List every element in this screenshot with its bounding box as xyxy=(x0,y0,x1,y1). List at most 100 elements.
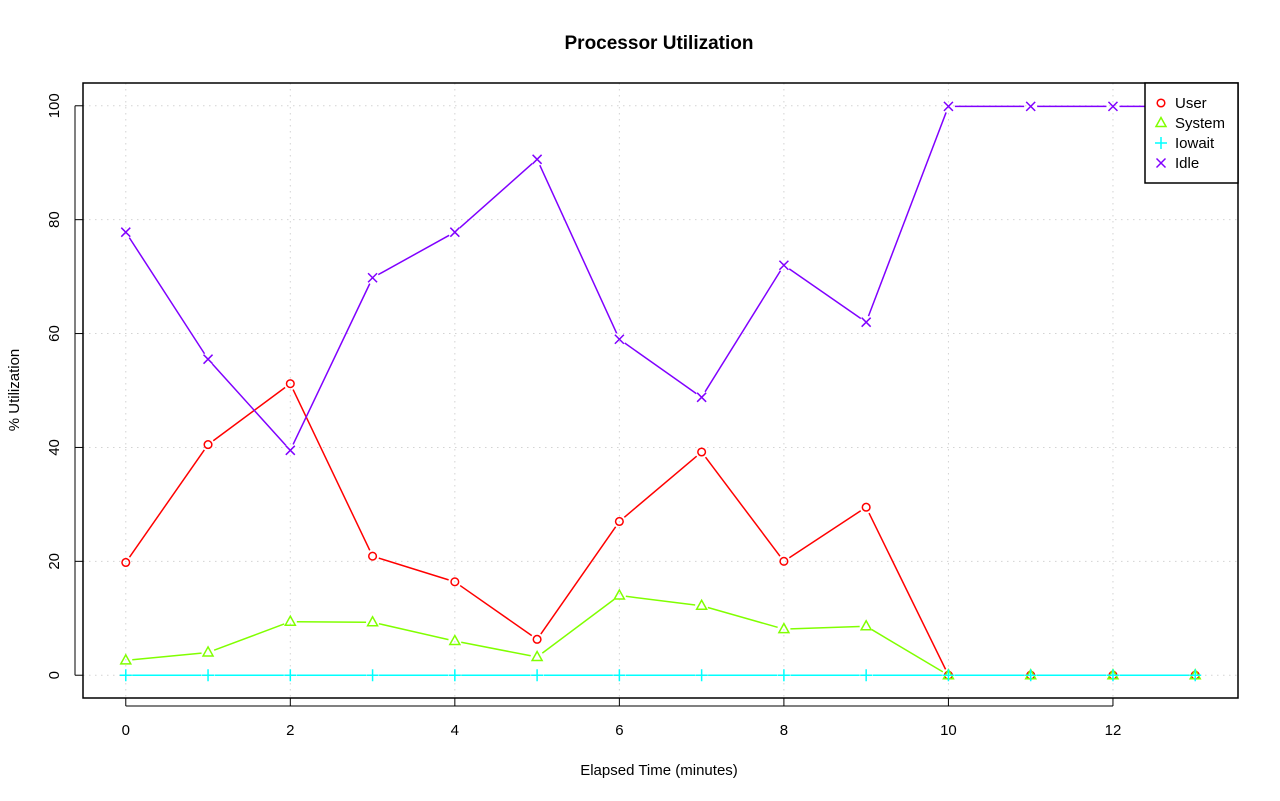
plot-frame xyxy=(82,82,1239,699)
series-segment xyxy=(704,456,781,557)
data-point xyxy=(942,669,955,682)
data-point xyxy=(613,669,626,682)
data-point xyxy=(449,227,460,238)
series-segment xyxy=(871,628,944,673)
series-segment xyxy=(211,363,287,446)
data-point xyxy=(943,101,954,112)
y-axis-label: % Utilization xyxy=(6,349,23,432)
data-point xyxy=(532,634,542,644)
x-tick-label: 8 xyxy=(780,722,788,739)
data-point xyxy=(368,551,378,561)
data-point xyxy=(532,154,543,165)
series-system xyxy=(119,588,1202,680)
data-point xyxy=(531,669,544,682)
x-tick-label: 0 xyxy=(122,722,130,739)
series-segment xyxy=(132,652,202,661)
series-segment xyxy=(707,606,778,629)
series-segment xyxy=(459,163,533,229)
series-layer xyxy=(119,101,1202,682)
series-segment xyxy=(541,598,615,654)
legend-marker xyxy=(1155,157,1167,169)
data-point xyxy=(614,334,625,345)
series-idle xyxy=(120,101,1201,456)
y-tick-label: 100 xyxy=(46,93,63,118)
data-point xyxy=(1024,669,1037,682)
data-point xyxy=(697,447,707,457)
x-tick-label: 4 xyxy=(451,722,459,739)
series-segment xyxy=(704,270,782,393)
data-point xyxy=(861,502,871,512)
series-segment xyxy=(459,584,533,637)
data-point xyxy=(859,619,873,631)
series-iowait xyxy=(119,669,1202,682)
data-point xyxy=(448,669,461,682)
series-segment xyxy=(790,625,860,630)
x-tick-label: 6 xyxy=(615,722,623,739)
data-point xyxy=(1189,669,1202,682)
legend: User System Iowait Idle xyxy=(1144,82,1239,184)
y-tick-label: 20 xyxy=(46,553,63,570)
x-axis: 0 2 4 6 8 10 12 xyxy=(122,698,1122,739)
legend-label: System xyxy=(1175,115,1225,132)
data-point xyxy=(120,227,131,238)
data-point xyxy=(614,516,624,527)
x-tick-label: 12 xyxy=(1105,722,1122,739)
data-point xyxy=(695,669,708,682)
series-segment xyxy=(461,641,531,657)
series-segment xyxy=(378,557,449,581)
grid xyxy=(83,83,1238,698)
data-point xyxy=(1025,101,1036,112)
data-point xyxy=(860,669,873,682)
legend-label: User xyxy=(1175,95,1207,112)
chart-title: Processor Utilization xyxy=(565,33,754,54)
series-user xyxy=(121,379,1200,680)
series-segment xyxy=(540,526,617,635)
data-point xyxy=(285,379,295,389)
series-segment xyxy=(213,623,285,651)
x-tick-label: 10 xyxy=(940,722,957,739)
legend-label: Idle xyxy=(1175,155,1199,172)
series-segment xyxy=(292,283,371,445)
data-point xyxy=(119,669,132,682)
data-point xyxy=(367,272,378,283)
data-point xyxy=(448,634,462,646)
series-segment xyxy=(867,112,947,317)
series-segment xyxy=(292,389,371,551)
legend-label: Iowait xyxy=(1175,135,1215,152)
data-point xyxy=(779,556,789,566)
series-segment xyxy=(624,342,697,395)
legend-marker xyxy=(1156,98,1166,108)
data-point xyxy=(366,669,379,682)
data-point xyxy=(777,669,790,682)
data-point xyxy=(285,445,296,456)
series-segment xyxy=(377,234,450,276)
data-point xyxy=(284,669,297,682)
data-point xyxy=(695,598,708,610)
y-tick-label: 40 xyxy=(46,439,63,456)
legend-marker xyxy=(1155,137,1167,149)
data-point xyxy=(121,557,131,568)
data-point xyxy=(450,577,460,587)
data-point xyxy=(366,615,379,627)
series-segment xyxy=(539,164,618,334)
data-point xyxy=(119,653,133,665)
series-segment xyxy=(868,512,947,670)
y-tick-label: 60 xyxy=(46,325,63,342)
data-point xyxy=(1106,669,1119,682)
data-point xyxy=(778,260,789,271)
data-point xyxy=(202,669,215,682)
series-segment xyxy=(625,595,696,606)
y-tick-label: 0 xyxy=(46,671,63,679)
data-point xyxy=(777,622,791,634)
data-point xyxy=(201,645,215,657)
series-segment xyxy=(128,237,206,355)
data-point xyxy=(203,440,213,450)
data-point xyxy=(861,317,872,328)
y-tick-label: 80 xyxy=(46,211,63,228)
data-point xyxy=(1107,101,1118,112)
data-point xyxy=(284,614,297,626)
x-tick-label: 2 xyxy=(286,722,294,739)
data-point xyxy=(613,588,626,600)
y-axis: 0 20 40 60 80 100 xyxy=(46,93,83,679)
